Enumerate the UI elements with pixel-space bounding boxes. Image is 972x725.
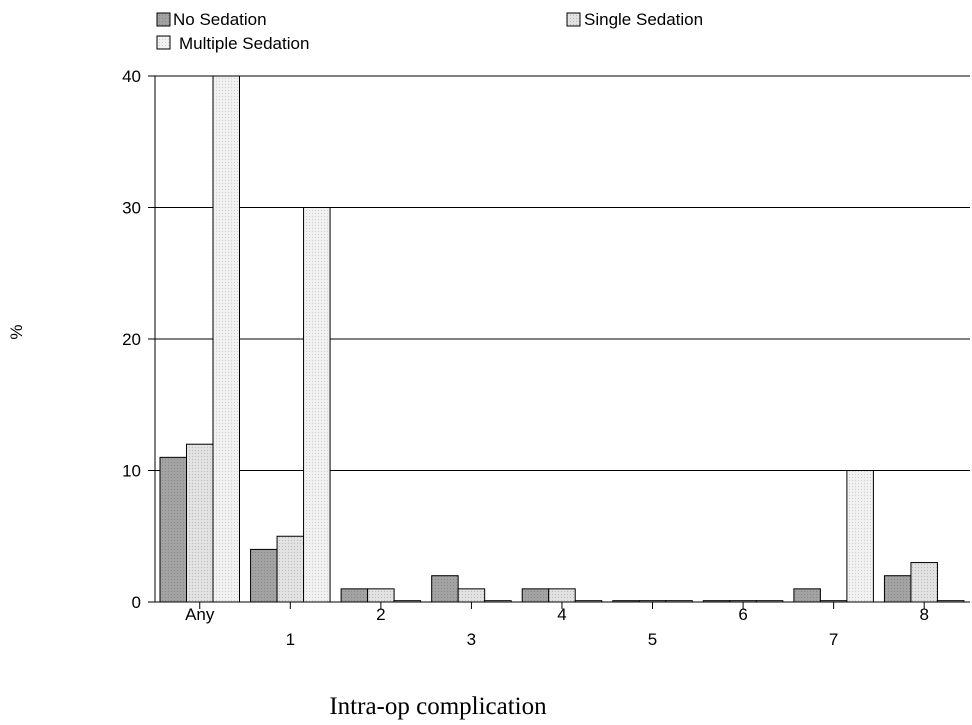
y-axis-label: %	[7, 324, 26, 339]
bar-multiple-sedation	[846, 470, 874, 603]
bar-single-sedation	[276, 535, 305, 603]
bar-no-sedation	[883, 575, 912, 603]
y-tick-label: 10	[122, 462, 141, 481]
bar-single-sedation	[548, 588, 576, 603]
bar-multiple-sedation	[212, 75, 240, 603]
bar-no-sedation	[340, 588, 369, 603]
bar-no-sedation	[250, 548, 278, 603]
bar-multiple-sedation	[303, 207, 331, 603]
bar-no-sedation	[521, 588, 550, 603]
x-axis-label: Intra-op complication	[329, 693, 547, 720]
x-tick-label: Any	[185, 605, 215, 624]
bar-single-sedation	[910, 562, 938, 603]
legend-swatch-no-sedation	[156, 12, 171, 27]
bar-single-sedation	[186, 443, 214, 603]
bars	[159, 75, 965, 603]
y-tick-label: 30	[122, 199, 141, 218]
bar-no-sedation	[793, 588, 821, 603]
legend: No Sedation Single Sedation Multiple Sed…	[156, 10, 703, 53]
legend-label-single-sedation: Single Sedation	[584, 10, 703, 29]
x-axis-ticks: Any 1 2 3 4 5 6 7 8	[185, 602, 929, 649]
legend-label-no-sedation: No Sedation	[173, 10, 267, 29]
x-tick-label: 4	[557, 605, 566, 624]
bar-single-sedation	[457, 588, 486, 603]
x-tick-label: 6	[738, 605, 747, 624]
x-tick-label: 3	[467, 630, 476, 649]
y-tick-label: 20	[122, 330, 141, 349]
bar-no-sedation	[431, 575, 459, 603]
x-tick-label: 8	[919, 605, 928, 624]
y-tick-label: 40	[122, 67, 141, 86]
y-axis-ticks: 0 10 20 30 40	[122, 67, 155, 612]
bar-no-sedation	[159, 456, 187, 603]
x-tick-label: 1	[286, 630, 295, 649]
x-tick-label: 2	[376, 605, 385, 624]
x-tick-label: 5	[648, 630, 657, 649]
gridlines	[155, 75, 970, 471]
legend-swatch-multiple-sedation	[156, 35, 171, 50]
bar-single-sedation	[367, 588, 395, 603]
x-tick-label: 7	[829, 630, 838, 649]
y-tick-label: 0	[132, 593, 141, 612]
legend-swatch-single-sedation	[566, 12, 581, 27]
legend-label-multiple-sedation: Multiple Sedation	[179, 34, 309, 53]
